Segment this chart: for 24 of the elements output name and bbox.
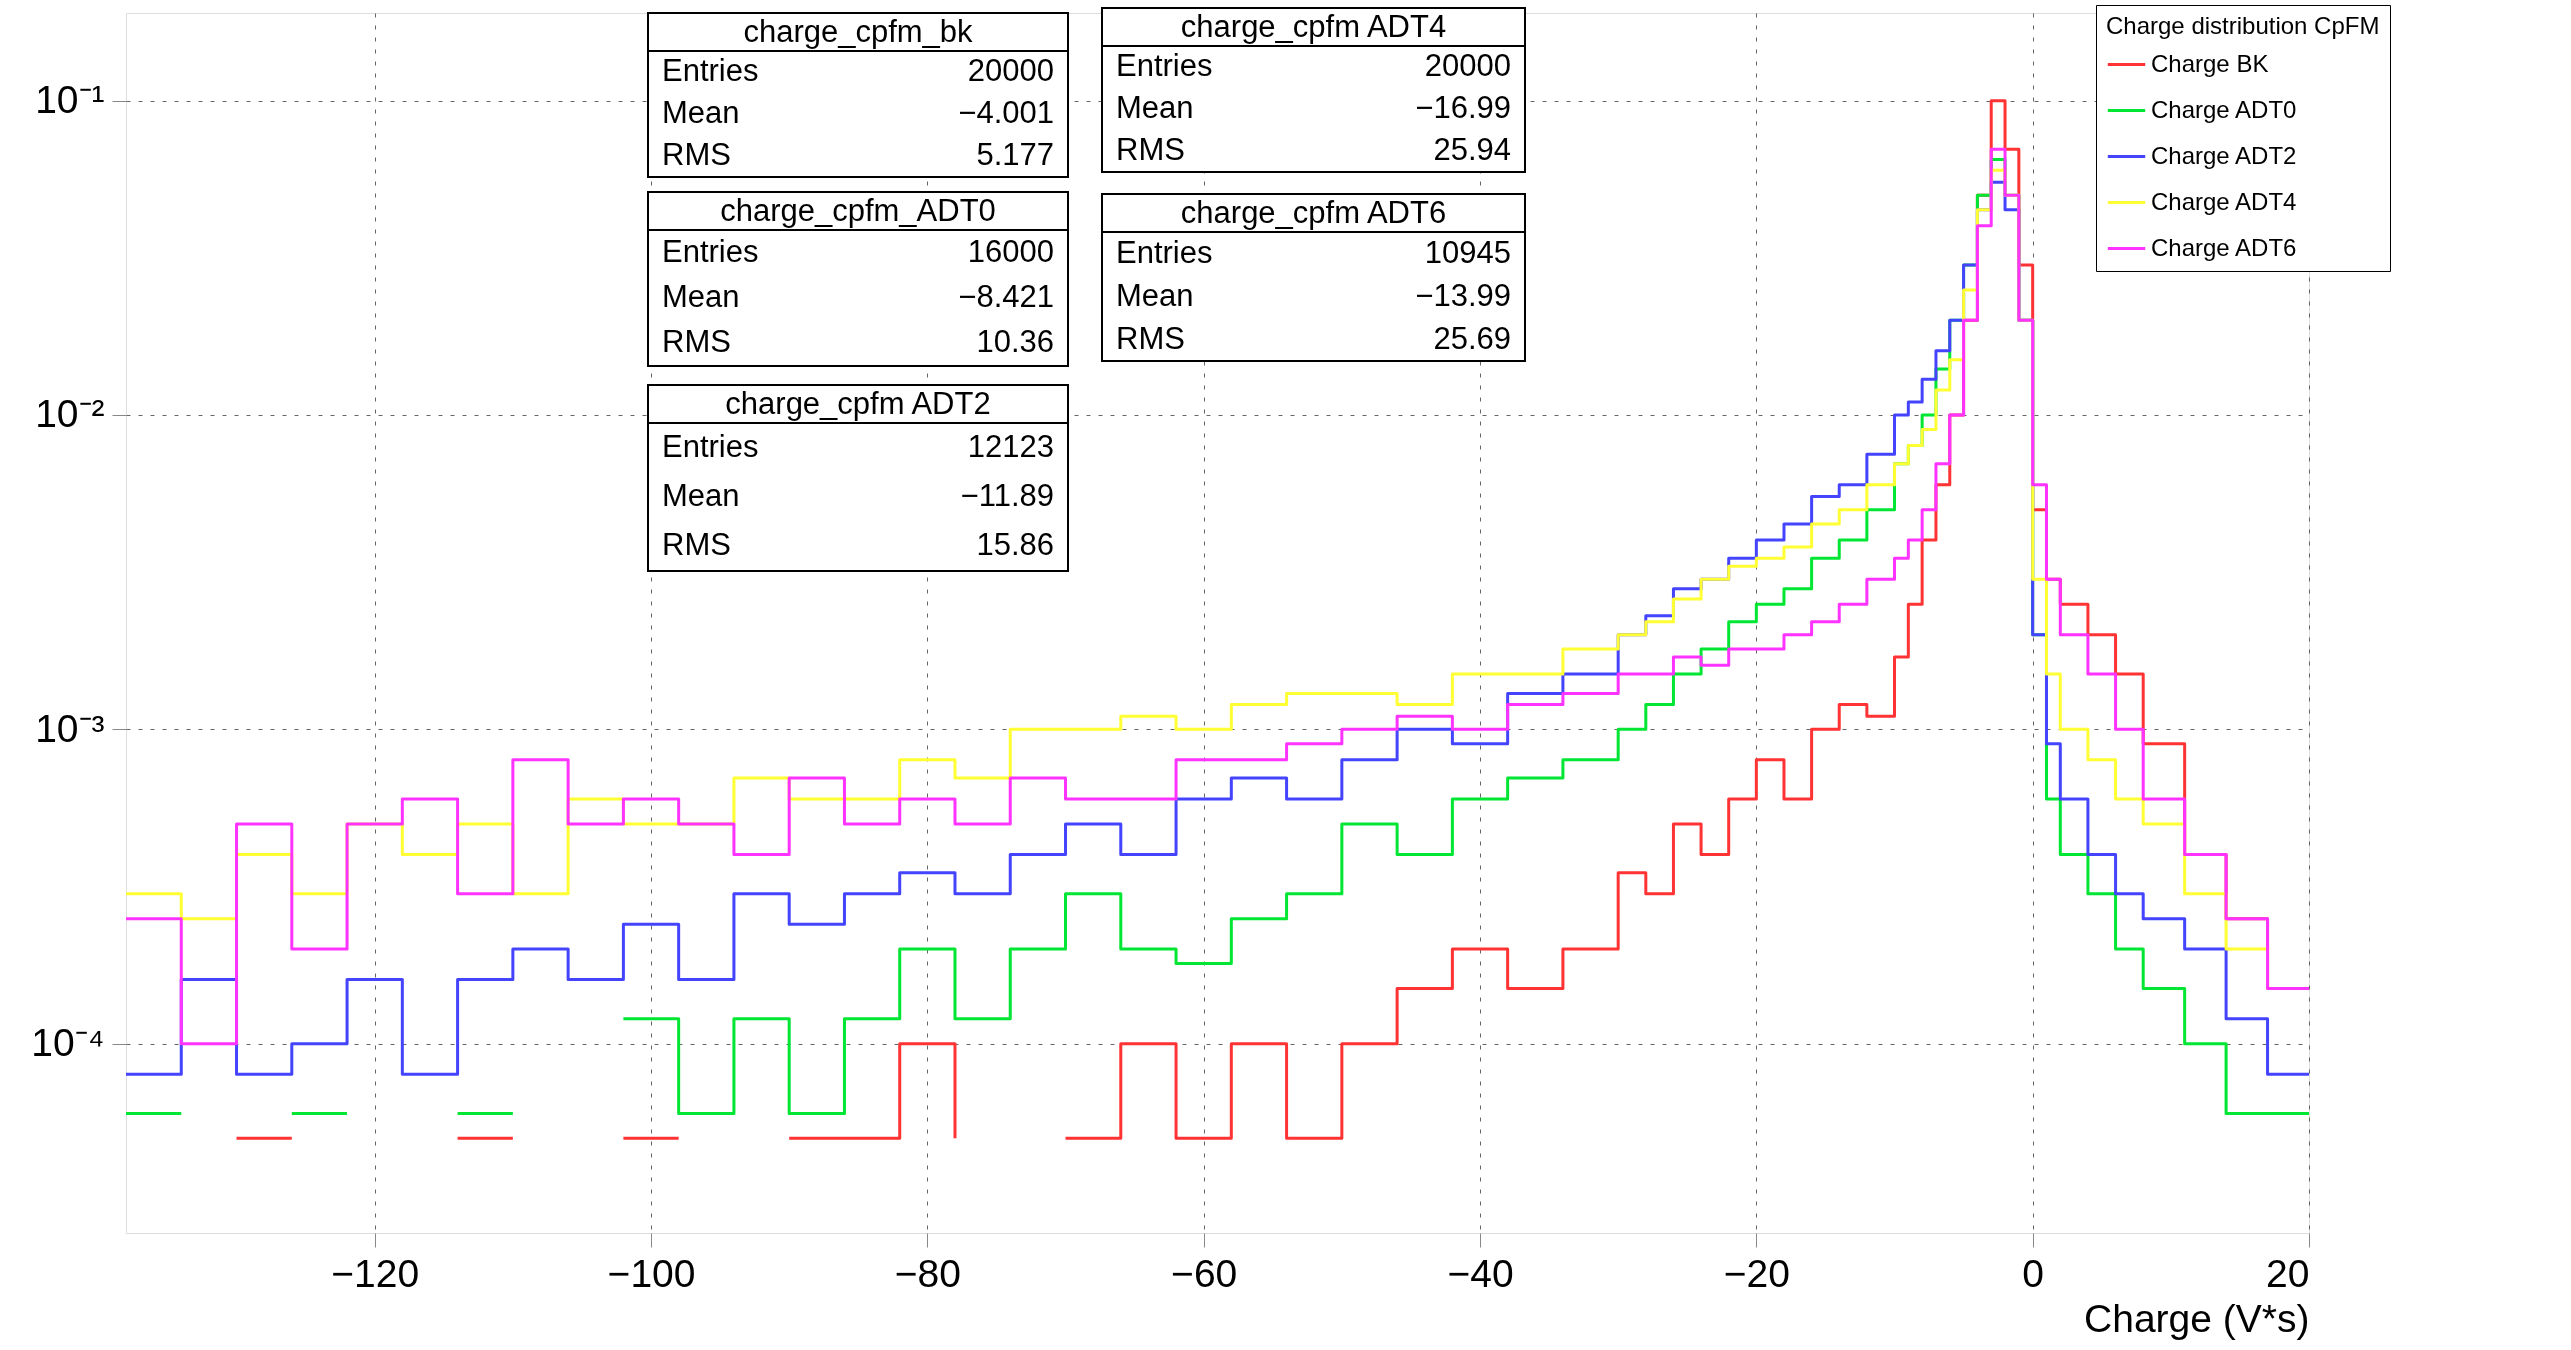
text: charge_cpfm_ADT0 Entries 16000 Mean −8.421 RMS 10.36 [662,193,1054,360]
legend-label: Charge ADT6 [2151,233,2297,261]
text: charge_cpfm ADT2 Entries 12123 Mean −11.89 RMS 15.86 [662,386,1054,563]
x-tick-label: −80 [894,1251,961,1295]
x-tick-label: −20 [1723,1251,1790,1295]
text: charge_cpfm ADT6 Entries 10945 Mean −13.99 RMS 25.69 [1116,195,1511,356]
x-tick-label: −60 [1171,1251,1238,1295]
y-tick-label: 10⁻¹ [35,78,105,122]
legend-label: Charge ADT2 [2151,141,2297,169]
x-tick-label: −100 [607,1251,696,1295]
x-tick-label: −120 [331,1251,420,1295]
y-tick-label: 10⁻⁴ [31,1021,105,1065]
legend-label: Charge ADT4 [2151,187,2297,215]
x-tick-label: 20 [2266,1251,2310,1295]
legend-title: Charge distribution CpFM [2106,12,2380,39]
legend-label: Charge BK [2151,49,2269,77]
y-tick-label: 10⁻² [35,392,105,436]
legend-label: Charge ADT0 [2151,95,2297,123]
x-tick-label: −40 [1447,1251,1514,1295]
text: charge_cpfm_bk Entries 20000 Mean −4.001 RMS 5.177 [662,14,1054,172]
x-axis-title: Charge (V*s) [2084,1296,2310,1340]
text: charge_cpfm ADT4 Entries 20000 Mean −16.99 RMS 25.94 [1116,9,1511,167]
y-tick-label: 10⁻³ [35,706,105,750]
x-tick-label: 0 [2022,1251,2045,1295]
